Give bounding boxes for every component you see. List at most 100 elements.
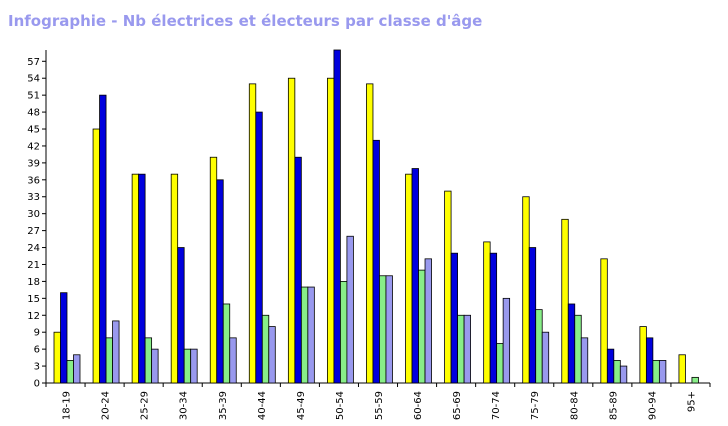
x-tick-label: 75-79: [530, 391, 541, 420]
x-tick-label: 55-59: [374, 391, 385, 420]
bar: [580, 337, 589, 384]
bar: [658, 360, 667, 384]
bar: [561, 218, 569, 384]
x-tick-label: 45-49: [296, 391, 307, 420]
bar: [229, 337, 237, 384]
x-tick-label: 18-19: [62, 391, 73, 420]
bar: [619, 365, 628, 384]
x-tick-label: 90-94: [647, 391, 658, 420]
bar: [177, 247, 185, 384]
bar: [287, 77, 296, 384]
bar: [600, 258, 608, 384]
y-tick-label: 6: [34, 345, 40, 356]
bar: [496, 343, 504, 384]
bar: [248, 83, 257, 384]
y-tick-label: 18: [27, 277, 40, 288]
bar: [502, 297, 511, 384]
bar: [216, 179, 224, 384]
bar: [183, 348, 192, 384]
y-tick-label: 9: [34, 328, 40, 339]
bar: [294, 156, 302, 384]
x-tick-label: 20-24: [101, 391, 112, 420]
bar: [489, 252, 498, 384]
y-tick-label: 27: [27, 226, 40, 237]
y-tick-label: 24: [27, 243, 40, 254]
bar: [411, 168, 419, 384]
bar: [151, 348, 159, 384]
bar: [327, 77, 335, 384]
y-tick-label: 33: [27, 192, 40, 203]
bar: [255, 111, 263, 384]
bar: [112, 320, 120, 384]
bar: [424, 258, 432, 384]
bar: [209, 156, 218, 384]
bar: [385, 275, 393, 384]
x-tick-label: 95+: [686, 391, 697, 412]
bar: [268, 326, 276, 384]
y-tick-label: 3: [34, 362, 40, 373]
bar: [606, 348, 615, 384]
bar: [99, 94, 107, 384]
y-tick-label: 48: [27, 108, 40, 119]
bar: [66, 360, 74, 384]
bar: [528, 247, 537, 384]
y-tick-label: 15: [27, 294, 40, 305]
x-tick-label: 25-29: [140, 391, 151, 420]
bar: [541, 331, 550, 384]
bar: [105, 337, 113, 384]
bar: [53, 331, 61, 384]
x-tick-label: 50-54: [335, 391, 346, 420]
bar: [652, 360, 660, 384]
y-tick-label: 51: [27, 91, 40, 102]
y-tick-label: 45: [27, 125, 40, 136]
y-tick-label: 36: [27, 175, 40, 186]
x-tick-label: 85-89: [608, 391, 619, 420]
bar: [170, 173, 179, 384]
bar: [613, 360, 621, 384]
bar: [60, 292, 68, 384]
bar: [73, 354, 81, 384]
bar: [144, 337, 153, 384]
y-tick-label: 30: [27, 209, 40, 220]
bar: [405, 173, 413, 384]
x-tick-label: 40-44: [257, 391, 268, 420]
bar: [222, 303, 231, 384]
bar: [92, 128, 100, 384]
y-tick-label: 21: [27, 260, 40, 271]
x-tick-label: 35-39: [218, 391, 229, 420]
bar: [450, 252, 458, 384]
x-tick-label: 70-74: [491, 391, 502, 420]
y-tick-label: 42: [27, 141, 40, 152]
y-tick-label: 57: [27, 57, 40, 68]
bar: [645, 337, 654, 384]
bar: [346, 235, 354, 384]
bar: [522, 196, 530, 384]
x-tick-label: 65-69: [452, 391, 463, 420]
y-tick-label: 12: [27, 311, 40, 322]
bar: [418, 269, 426, 384]
bar: [457, 314, 465, 384]
bar: [300, 286, 309, 384]
bar: [307, 286, 315, 384]
bar: [372, 139, 380, 384]
bar: [190, 348, 198, 384]
chart-axes: 03691215182124273033363942454851545718-1…: [27, 50, 711, 420]
x-tick-label: 60-64: [413, 391, 424, 420]
x-tick-label: 30-34: [179, 391, 190, 420]
chart-title: Infographie - Nb électrices et électeurs…: [8, 12, 483, 30]
bar: [333, 49, 341, 384]
y-tick-label: 0: [34, 379, 40, 390]
bar: [463, 314, 471, 384]
bar: [639, 326, 647, 384]
bar: [574, 314, 582, 384]
bar: [379, 275, 387, 384]
bar: [567, 303, 576, 384]
bar: [678, 354, 686, 384]
bar: [483, 241, 491, 384]
bar: [691, 376, 699, 384]
bar: [131, 173, 140, 384]
y-tick-label: 39: [27, 158, 40, 169]
bar: [261, 314, 270, 384]
bar: [340, 281, 348, 384]
